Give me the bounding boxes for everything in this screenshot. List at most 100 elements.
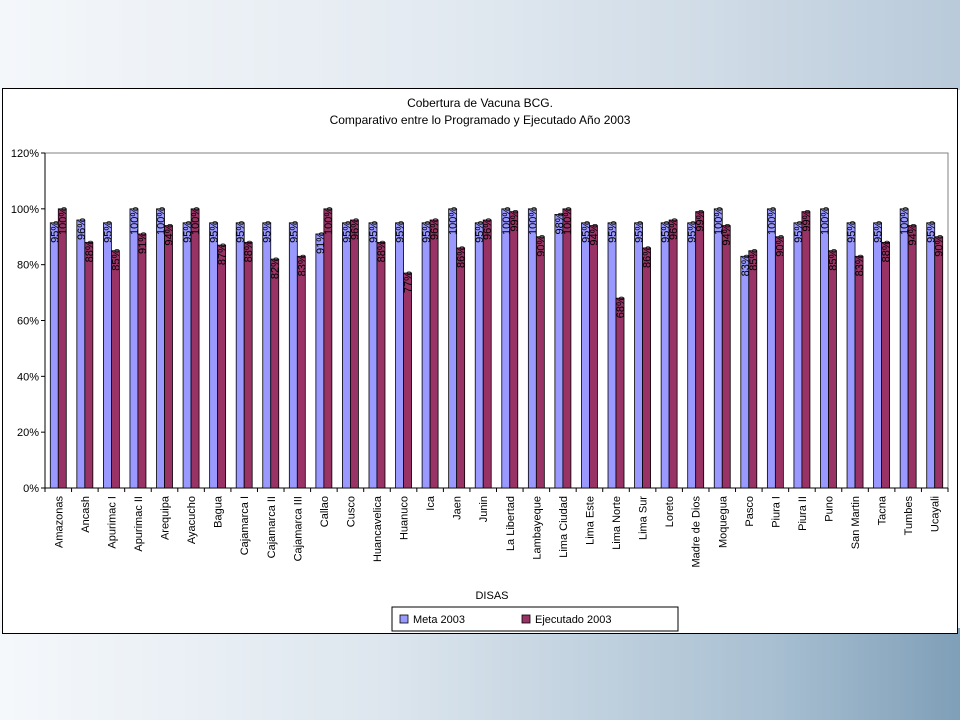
bar-ejecutado-2003 [907,225,917,489]
bar-meta-2003 [713,208,723,489]
data-label: 91% [137,232,149,254]
x-category-label: Callao [319,496,331,527]
data-label: 90% [535,235,547,257]
data-label: 77% [403,271,415,293]
x-category-label: Apurimac II [133,496,145,552]
bar-ejecutado-2003 [84,241,94,489]
bar-ejecutado-2003 [589,225,598,489]
data-label: 100% [562,207,574,235]
legend-label: Meta 2003 [413,614,465,626]
bar-meta-2003 [474,222,484,489]
bar-ejecutado-2003 [801,211,811,489]
bar-meta-2003 [581,222,590,489]
slide-background-top [0,0,960,90]
bar-ejecutado-2003 [881,241,891,489]
data-label: 87% [217,243,229,265]
bcg-coverage-chart: Cobertura de Vacuna BCG. Comparativo ent… [11,96,949,632]
x-category-label: Bagua [213,495,225,528]
chart-title-line-2: Comparativo entre lo Programado y Ejecut… [330,113,631,127]
x-category-label: San Martin [850,496,862,549]
data-label: 95% [262,221,274,243]
x-axis-title: DISAS [475,590,508,602]
bar-ejecutado-2003 [509,211,519,489]
legend: Meta 2003 Ejecutado 2003 [391,606,679,632]
x-category-label: Piura I [770,496,782,528]
bar-ejecutado-2003 [57,208,67,489]
bar-meta-2003 [899,208,909,489]
data-label: 90% [774,235,786,257]
bar-ejecutado-2003 [323,208,333,489]
bar-ejecutado-2003 [350,219,359,489]
bar-meta-2003 [793,222,803,489]
bar-ejecutado-2003 [429,219,439,489]
bar-ejecutado-2003 [217,244,227,489]
x-category-label: Tumbes [903,496,915,536]
x-category-label: Ancash [80,496,92,533]
bar-ejecutado-2003 [164,225,173,489]
bar-ejecutado-2003 [642,247,651,489]
x-category-label: Huanuco [399,496,411,540]
x-category-label: Tacna [877,495,889,525]
data-label: 88% [243,240,255,262]
x-category-label: Ucayali [930,496,942,532]
bar-meta-2003 [156,208,165,489]
bar-meta-2003 [421,222,431,489]
bar-ejecutado-2003 [721,225,731,489]
data-label: 96% [349,218,361,240]
data-label: 100% [323,207,335,235]
bar-ejecutado-2003 [243,241,253,489]
bar-meta-2003 [740,255,750,489]
data-label: 88% [84,240,96,262]
data-label: 90% [934,235,946,257]
bar-meta-2003 [315,233,325,489]
data-label: 95% [368,221,380,243]
x-category-label: Cusco [345,496,357,527]
y-tick-label: 40% [17,371,39,383]
x-category-label: Madre de Dios [691,496,703,568]
bar-ejecutado-2003 [482,219,492,489]
x-category-label: La Libertad [505,496,517,551]
bar-meta-2003 [687,222,697,489]
bar-ejecutado-2003 [615,297,625,489]
chart-frame: Cobertura de Vacuna BCG. Comparativo ent… [2,88,958,634]
bar-ejecutado-2003 [376,241,386,489]
data-label: 95% [209,221,221,243]
legend-box [391,606,679,632]
bar-ejecutado-2003 [110,250,120,489]
bar-ejecutado-2003 [403,272,412,489]
bar-meta-2003 [501,208,511,489]
data-label: 99% [509,209,521,231]
data-label: 94% [164,223,176,245]
data-label: 99% [801,209,813,231]
x-category-label: Loreto [664,496,676,527]
legend-label: Ejecutado 2003 [535,614,611,626]
bar-meta-2003 [395,222,404,489]
data-label: 95% [288,221,300,243]
data-label: 96% [76,218,88,240]
bar-meta-2003 [660,222,670,489]
bar-meta-2003 [607,222,617,489]
bar-ejecutado-2003 [456,247,466,489]
data-label: 94% [588,223,600,245]
data-label: 86% [456,246,468,268]
data-label: 88% [376,240,388,262]
data-label: 95% [235,221,247,243]
data-label: 88% [881,240,893,262]
x-category-label: Lambayeque [531,496,543,560]
bar-meta-2003 [554,214,564,489]
data-label: 100% [129,207,141,235]
data-label: 100% [819,207,831,235]
bar-ejecutado-2003 [296,255,306,489]
data-label: 99% [695,209,707,231]
data-label: 94% [907,223,919,245]
x-category-label: Pasco [744,496,756,527]
data-label: 85% [110,249,122,271]
data-label: 96% [429,218,441,240]
bar-ejecutado-2003 [190,208,200,489]
bar-ejecutado-2003 [562,208,572,489]
x-category-label: Moquegua [717,495,729,548]
bar-ejecutado-2003 [854,255,864,489]
data-label: 68% [615,296,627,318]
bar-ejecutado-2003 [137,233,147,489]
data-label: 95% [846,221,858,243]
